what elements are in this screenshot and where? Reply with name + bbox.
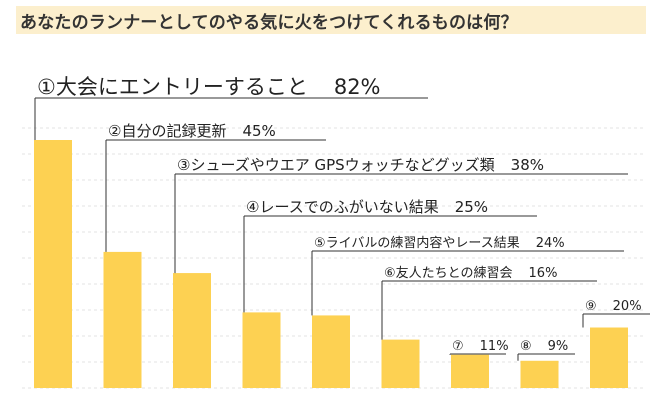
label-leader-lines bbox=[34, 97, 650, 361]
category-label-4: ④レースでのふがいない結果 bbox=[246, 198, 439, 216]
category-label-2: ②自分の記録更新 bbox=[108, 122, 226, 140]
value-label-3: 38% bbox=[511, 156, 544, 174]
bar-6 bbox=[381, 339, 420, 388]
category-label-3: ③シューズやウエア GPSウォッチなどグッズ類 bbox=[177, 156, 495, 174]
bar-1 bbox=[34, 140, 72, 388]
bar-label-8: ⑧ 9% bbox=[520, 339, 568, 354]
category-label-8: ⑧ bbox=[520, 339, 532, 354]
category-label-5: ⑤ライバルの練習内容やレース結果 bbox=[314, 235, 520, 251]
bar-label-6: ⑥友人たちとの練習会 16% bbox=[384, 265, 557, 281]
bar-label-2: ②自分の記録更新 45% bbox=[108, 122, 276, 140]
bar-labels: ①大会にエントリーすること 82% ②自分の記録更新 45% ③シューズやウエア GPS… bbox=[37, 75, 642, 354]
bar-5 bbox=[312, 315, 350, 388]
bar-9 bbox=[590, 327, 628, 388]
value-label-8: 9% bbox=[548, 339, 569, 354]
bar-3 bbox=[173, 273, 211, 388]
category-label-1: ①大会にエントリーすること bbox=[37, 75, 308, 99]
value-label-7: 11% bbox=[480, 339, 509, 354]
bar-4 bbox=[242, 312, 281, 388]
value-label-5: 24% bbox=[536, 236, 565, 251]
bars bbox=[34, 140, 628, 388]
category-label-9: ⑨ bbox=[585, 299, 597, 314]
value-label-2: 45% bbox=[242, 122, 275, 140]
bar-label-5: ⑤ライバルの練習内容やレース結果 24% bbox=[314, 235, 565, 251]
value-label-9: 20% bbox=[613, 299, 642, 314]
value-label-4: 25% bbox=[455, 198, 488, 216]
bar-7 bbox=[451, 354, 489, 388]
bar-label-3: ③シューズやウエア GPSウォッチなどグッズ類 38% bbox=[177, 156, 544, 174]
bar-label-1: ①大会にエントリーすること 82% bbox=[37, 75, 381, 99]
bar-8 bbox=[520, 360, 559, 388]
chart-title: あなたのランナーとしてのやる気に火をつけてくれるものは何？ bbox=[20, 13, 518, 33]
bar-label-7: ⑦ 11% bbox=[452, 339, 509, 354]
bar-label-9: ⑨ 20% bbox=[585, 299, 642, 314]
bar-label-4: ④レースでのふがいない結果 25% bbox=[246, 198, 488, 216]
value-label-1: 82% bbox=[334, 75, 381, 99]
category-label-6: ⑥友人たちとの練習会 bbox=[384, 265, 513, 281]
title-background bbox=[16, 6, 646, 34]
bar-2 bbox=[103, 251, 142, 388]
category-label-7: ⑦ bbox=[452, 339, 464, 354]
value-label-6: 16% bbox=[529, 266, 558, 281]
